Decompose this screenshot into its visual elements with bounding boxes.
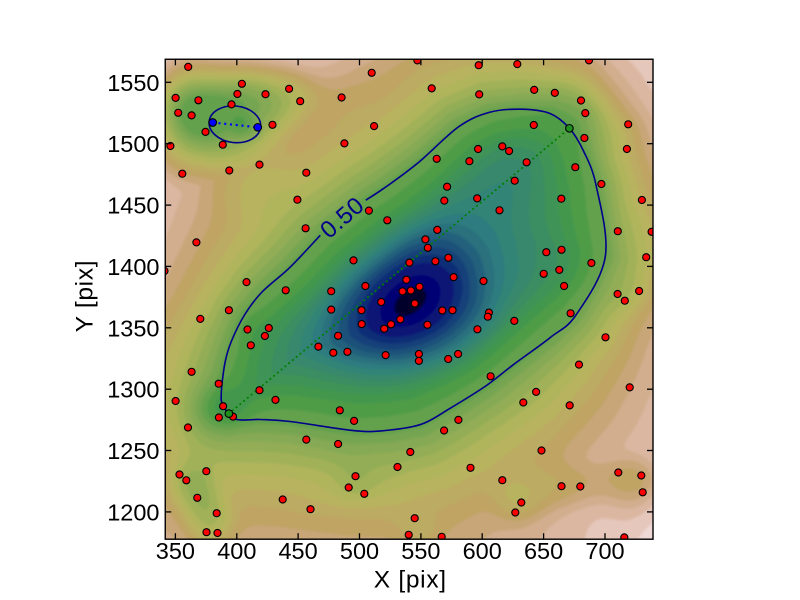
svg-text:1450: 1450	[107, 193, 159, 219]
svg-text:1200: 1200	[107, 499, 159, 525]
svg-text:450: 450	[278, 538, 317, 564]
svg-text:650: 650	[524, 538, 563, 564]
svg-text:700: 700	[585, 538, 624, 564]
svg-text:X [pix]: X [pix]	[374, 567, 447, 594]
svg-text:1300: 1300	[107, 377, 159, 403]
svg-text:500: 500	[340, 538, 379, 564]
svg-text:1500: 1500	[107, 131, 159, 157]
svg-text:Y [pix]: Y [pix]	[72, 260, 99, 333]
svg-text:550: 550	[401, 538, 440, 564]
svg-text:1550: 1550	[107, 70, 159, 96]
svg-text:1400: 1400	[107, 254, 159, 280]
svg-text:1350: 1350	[107, 315, 159, 341]
svg-text:350: 350	[156, 538, 195, 564]
svg-text:1250: 1250	[107, 438, 159, 464]
svg-text:400: 400	[217, 538, 256, 564]
svg-text:600: 600	[463, 538, 502, 564]
